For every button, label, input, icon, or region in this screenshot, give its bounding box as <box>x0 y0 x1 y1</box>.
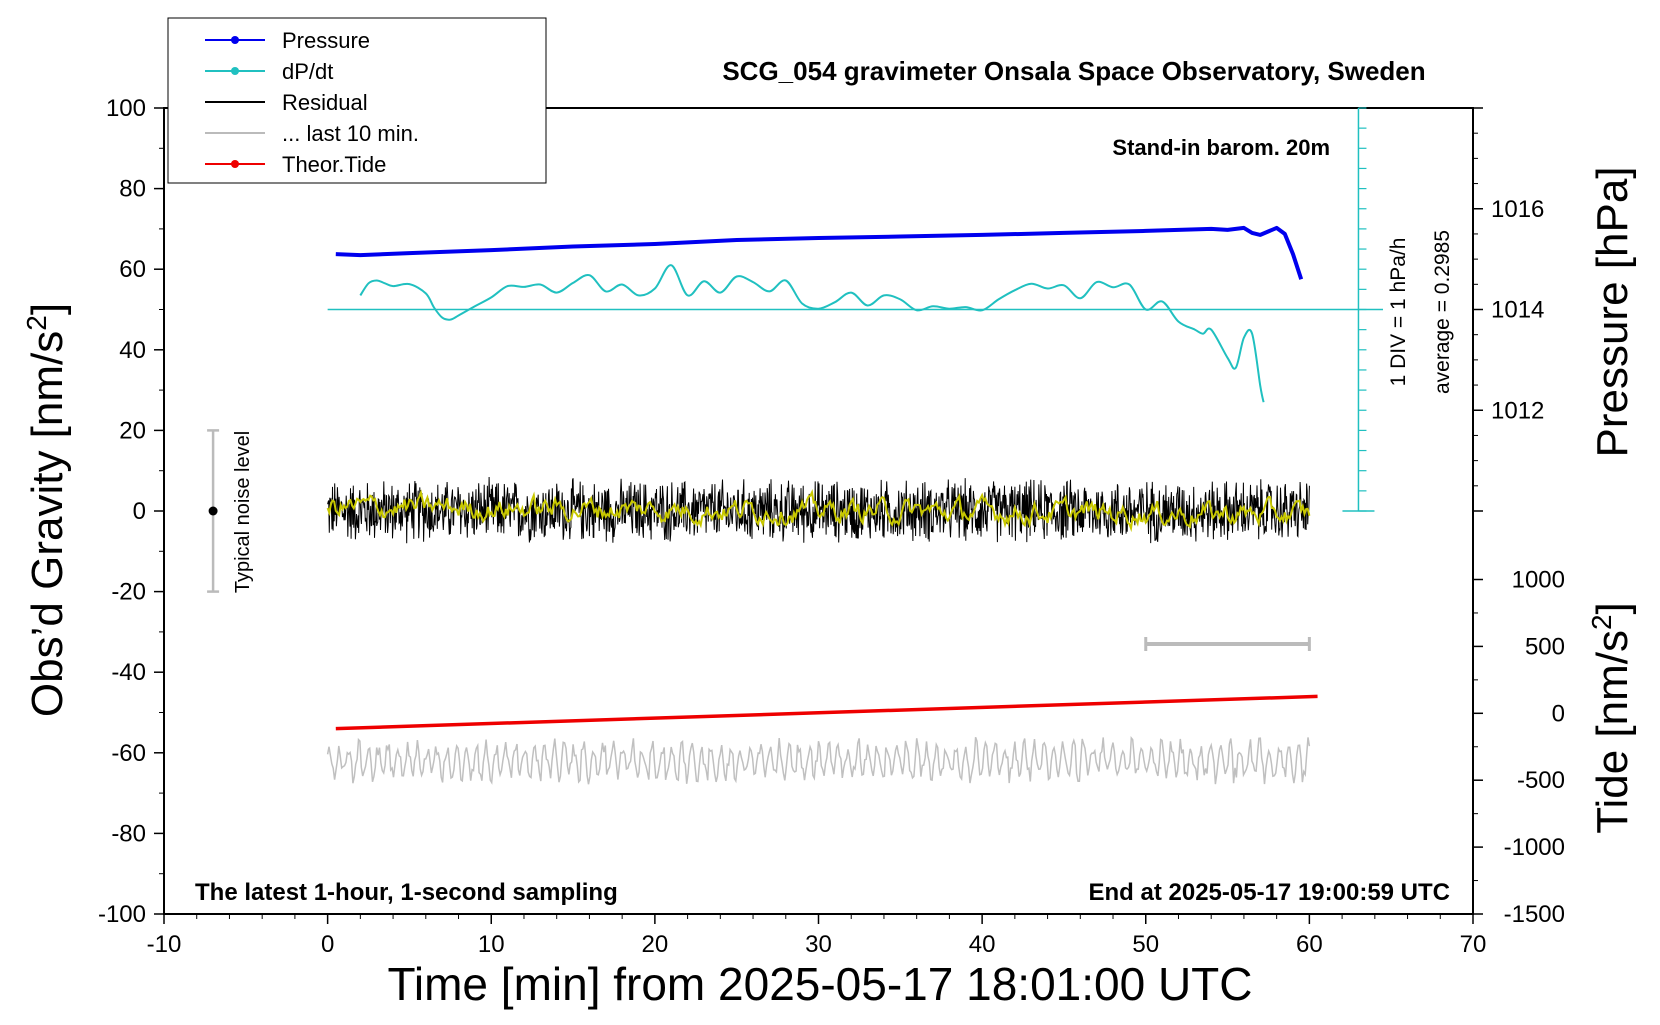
annotation-layer <box>207 107 1384 651</box>
tide-axis-label: Tide [nm/s2] <box>1586 602 1637 834</box>
y-tick-label: 40 <box>119 337 146 364</box>
footer-right-note: End at 2025-05-17 19:00:59 UTC <box>1089 879 1451 906</box>
dpdt-series-line <box>359 264 1265 403</box>
pressure-series-line <box>335 225 1304 280</box>
pressure-axis-ticks: 1016 1014 1012 <box>1473 107 1544 512</box>
y-axis-label: Obs’d Gravity [nm/s2] <box>21 303 72 717</box>
tide-tick-label: -1500 <box>1504 901 1565 928</box>
x-tick-label: 60 <box>1296 931 1323 958</box>
chart-title: SCG_054 gravimeter Onsala Space Observat… <box>722 56 1425 86</box>
last-10-min-series-line <box>326 736 1311 785</box>
footer-left-note: The latest 1-hour, 1-second sampling <box>195 879 618 906</box>
x-tick-label: 30 <box>805 931 832 958</box>
dpdt-average-note: average = 0.2985 <box>1431 230 1454 394</box>
y-tick-label: -60 <box>111 740 146 767</box>
y-tick-label: 0 <box>133 498 146 525</box>
pressure-tick-label: 1016 <box>1491 196 1544 223</box>
y-axis-ticks: 100 80 60 40 20 0 -20 -40 -60 -80 -100 <box>98 95 164 928</box>
theor-tide-line <box>335 694 1318 731</box>
legend-item-label: ... last 10 min. <box>282 121 419 146</box>
x-tick-label: 20 <box>642 931 669 958</box>
x-axis-label: Time [min] from 2025-05-17 18:01:00 UTC <box>388 958 1253 1010</box>
series-layer <box>326 225 1318 785</box>
x-tick-label: 0 <box>321 931 334 958</box>
legend-item-label: dP/dt <box>282 59 333 84</box>
residual-series-line <box>327 476 1310 544</box>
noise-level-label: Typical noise level <box>232 431 254 593</box>
legend: Pressure dP/dt Residual ... last 10 min. The… <box>167 17 547 184</box>
y-tick-label: -80 <box>111 820 146 847</box>
dpdt-div-note: 1 DIV = 1 hPa/h <box>1387 238 1410 387</box>
x-axis-ticks: -10 0 10 20 30 40 50 60 70 <box>147 914 1487 958</box>
y-tick-label: 20 <box>119 417 146 444</box>
y-tick-label: -20 <box>111 579 146 606</box>
legend-items: Pressure dP/dt Residual ... last 10 min. The… <box>205 28 419 177</box>
x-tick-label: 50 <box>1132 931 1159 958</box>
legend-swatch-marker <box>231 67 239 75</box>
y-tick-label: 60 <box>119 256 146 283</box>
x-tick-label: 40 <box>969 931 996 958</box>
standin-barometer-note: Stand-in barom. 20m <box>1112 135 1330 160</box>
legend-swatch-marker <box>231 160 239 168</box>
tide-tick-label: 1000 <box>1512 567 1565 594</box>
pressure-tick-label: 1014 <box>1491 297 1544 324</box>
legend-box <box>167 17 547 184</box>
legend-swatch-marker <box>231 36 239 44</box>
tide-axis-ticks: 1000 500 0 -500 -1000 -1500 <box>1473 567 1565 928</box>
pressure-axis-label: Pressure [hPa] <box>1588 166 1637 457</box>
legend-item-label: Theor.Tide <box>282 152 386 177</box>
tide-tick-label: 0 <box>1552 700 1565 727</box>
tide-tick-label: 500 <box>1525 633 1565 660</box>
legend-item-label: Residual <box>282 90 368 115</box>
x-tick-label: -10 <box>147 931 182 958</box>
y-tick-label: 80 <box>119 176 146 203</box>
smoothed-residual-line <box>326 488 1311 533</box>
noise-level-center-dot <box>208 506 218 516</box>
x-tick-label: 10 <box>478 931 505 958</box>
x-tick-label: 70 <box>1460 931 1487 958</box>
y-tick-label: -40 <box>111 659 146 686</box>
y-tick-label: 100 <box>106 95 146 122</box>
tide-tick-label: -1000 <box>1504 834 1565 861</box>
y-tick-label: -100 <box>98 901 146 928</box>
pressure-tick-label: 1012 <box>1491 397 1544 424</box>
legend-item-label: Pressure <box>282 28 370 53</box>
tide-tick-label: -500 <box>1517 767 1565 794</box>
